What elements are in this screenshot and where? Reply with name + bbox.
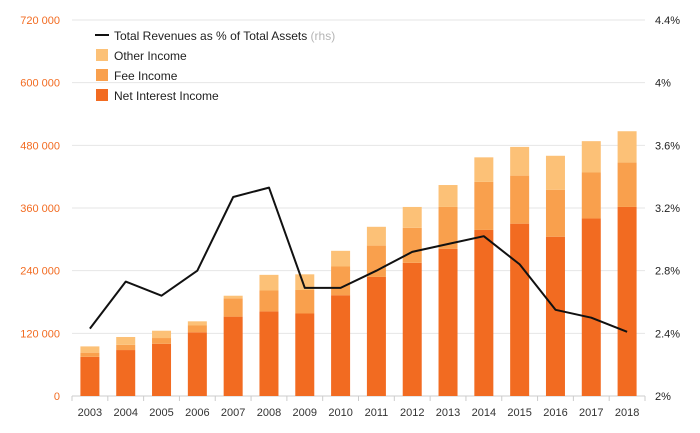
legend-swatch-other-income xyxy=(96,49,108,61)
x-tick-label: 2006 xyxy=(185,407,209,419)
bar-fee-income-2012 xyxy=(402,227,422,263)
bar-fee-income-2017 xyxy=(581,172,601,219)
x-tick-label: 2013 xyxy=(436,407,460,419)
bar-fee-income-2007 xyxy=(223,298,243,317)
bar-other-income-2015 xyxy=(510,146,530,176)
bar-other-income-2016 xyxy=(545,155,565,190)
y-right-tick-label: 3.6% xyxy=(655,140,680,152)
x-tick-label: 2018 xyxy=(615,407,639,419)
bar-net-interest-income-2010 xyxy=(331,295,351,396)
x-tick-label: 2008 xyxy=(257,407,281,419)
y-left-tick-label: 240 000 xyxy=(20,266,60,278)
bar-fee-income-2009 xyxy=(295,289,315,314)
y-left-tick-label: 600 000 xyxy=(20,78,60,90)
bar-other-income-2004 xyxy=(116,336,136,345)
legend-swatch-net-interest-income xyxy=(96,89,108,101)
bar-fee-income-2015 xyxy=(510,175,530,224)
bar-fee-income-2005 xyxy=(152,338,172,344)
y-left-tick-label: 480 000 xyxy=(20,140,60,152)
bar-net-interest-income-2007 xyxy=(223,316,243,396)
x-tick-label: 2014 xyxy=(472,407,496,419)
y-left-tick-label: 360 000 xyxy=(20,203,60,215)
legend: Total Revenues as % of Total Assets (rhs… xyxy=(95,29,335,103)
bar-other-income-2011 xyxy=(366,226,386,246)
bar-net-interest-income-2013 xyxy=(438,248,458,396)
line-series-layer xyxy=(89,186,628,333)
x-tick-label: 2009 xyxy=(293,407,317,419)
bar-other-income-2007 xyxy=(223,295,243,299)
bar-net-interest-income-2011 xyxy=(366,276,386,396)
bar-net-interest-income-2014 xyxy=(474,229,494,396)
x-tick-label: 2015 xyxy=(507,407,531,419)
bar-other-income-2005 xyxy=(152,330,172,339)
bar-fee-income-2018 xyxy=(617,162,637,207)
bar-net-interest-income-2004 xyxy=(116,350,136,396)
bar-fee-income-2004 xyxy=(116,344,136,351)
x-tick-label: 2017 xyxy=(579,407,603,419)
legend-label-net-interest-income: Net Interest Income xyxy=(114,89,219,103)
y-right-tick-label: 4% xyxy=(655,78,671,90)
bar-other-income-2018 xyxy=(617,131,637,163)
bar-net-interest-income-2005 xyxy=(152,343,172,396)
bar-fee-income-2016 xyxy=(545,189,565,237)
legend-label-fee-income: Fee Income xyxy=(114,69,178,83)
y-left-tick-label: 120 000 xyxy=(20,328,60,340)
y-right-tick-label: 2.8% xyxy=(655,266,680,278)
legend-swatch-fee-income xyxy=(96,69,108,81)
x-tick-label: 2007 xyxy=(221,407,245,419)
bar-fee-income-2008 xyxy=(259,290,279,312)
y-right-tick-label: 4.4% xyxy=(655,15,680,27)
bar-fee-income-2013 xyxy=(438,206,458,249)
bar-net-interest-income-2008 xyxy=(259,311,279,396)
bars xyxy=(80,131,637,396)
bar-other-income-2006 xyxy=(187,321,207,326)
x-tick-label: 2010 xyxy=(328,407,352,419)
x-tick-label: 2016 xyxy=(543,407,567,419)
bar-net-interest-income-2016 xyxy=(545,236,565,396)
bar-fee-income-2011 xyxy=(366,245,386,277)
legend-note: (rhs) xyxy=(307,29,335,43)
bar-net-interest-income-2018 xyxy=(617,206,637,396)
x-tick-label: 2012 xyxy=(400,407,424,419)
legend-label-total-revenues-as-of-total-assets: Total Revenues as % of Total Assets (rhs… xyxy=(114,29,335,43)
bar-fee-income-2003 xyxy=(80,352,100,357)
bar-net-interest-income-2003 xyxy=(80,356,100,396)
y-right-tick-label: 3.2% xyxy=(655,203,680,215)
bar-other-income-2013 xyxy=(438,185,458,207)
bar-other-income-2003 xyxy=(80,346,100,353)
y-right-tick-label: 2% xyxy=(655,391,671,403)
bar-other-income-2010 xyxy=(331,250,351,267)
bar-fee-income-2014 xyxy=(474,181,494,230)
bar-net-interest-income-2012 xyxy=(402,262,422,396)
axes: 0 2% 120 000 2.4% 240 000 2.8% 360 000 3.2% 480 … xyxy=(20,15,680,419)
bar-other-income-2017 xyxy=(581,141,601,173)
bar-other-income-2008 xyxy=(259,274,279,291)
bar-other-income-2009 xyxy=(295,274,315,290)
bar-fee-income-2010 xyxy=(331,266,351,296)
bar-other-income-2012 xyxy=(402,206,422,228)
x-tick-label: 2011 xyxy=(365,407,389,419)
bar-fee-income-2006 xyxy=(187,325,207,333)
x-tick-label: 2003 xyxy=(78,407,102,419)
bar-net-interest-income-2009 xyxy=(295,313,315,396)
bar-other-income-2014 xyxy=(474,157,494,182)
x-tick-label: 2005 xyxy=(149,407,173,419)
y-left-tick-label: 720 000 xyxy=(20,15,60,27)
y-left-tick-label: 0 xyxy=(54,391,60,403)
bar-net-interest-income-2017 xyxy=(581,218,601,396)
bar-net-interest-income-2015 xyxy=(510,223,530,396)
line-total-revenues-pct-assets xyxy=(89,186,628,333)
x-tick-label: 2004 xyxy=(113,407,137,419)
legend-label-other-income: Other Income xyxy=(114,49,187,63)
y-right-tick-label: 2.4% xyxy=(655,328,680,340)
bar-net-interest-income-2006 xyxy=(187,332,207,396)
